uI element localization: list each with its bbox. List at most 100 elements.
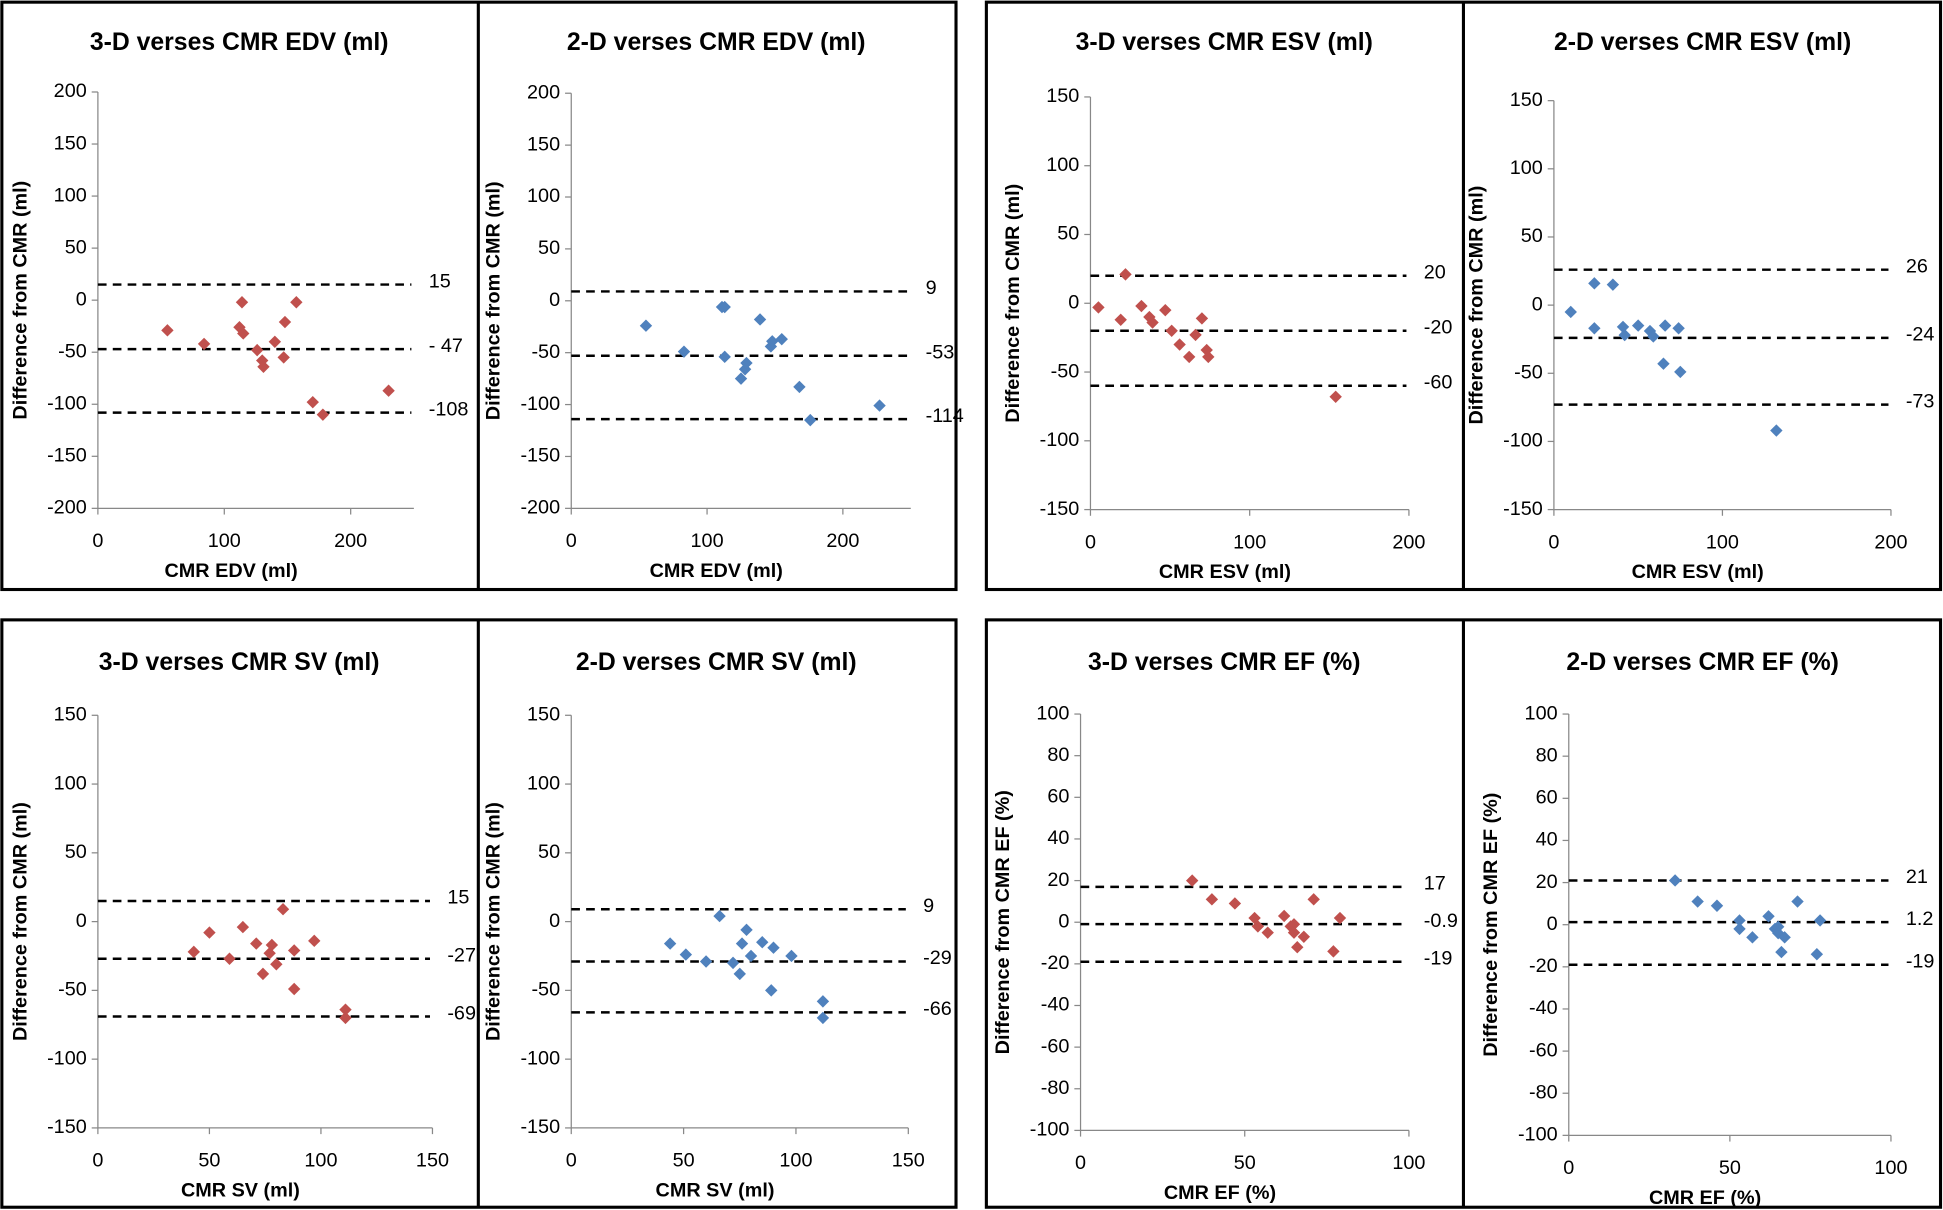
y-tick-label: 40 xyxy=(1536,829,1558,851)
point xyxy=(1189,328,1202,342)
point xyxy=(1658,319,1672,332)
y-tick-label: 0 xyxy=(1547,913,1558,935)
point xyxy=(1182,350,1196,364)
x-tick-label: 0 xyxy=(1563,1157,1574,1179)
chart-title: 2-D verses CMR SV (ml) xyxy=(576,649,857,676)
point xyxy=(277,351,290,364)
x-tick-label: 0 xyxy=(92,1150,103,1172)
y-tick-label: 40 xyxy=(1047,827,1069,849)
point xyxy=(1287,918,1301,931)
point xyxy=(1261,926,1274,939)
y-tick-label: -150 xyxy=(520,445,560,467)
point xyxy=(256,967,270,981)
chart-title: 2-D verses CMR EDV (ml) xyxy=(567,29,866,56)
point xyxy=(1588,277,1601,290)
point xyxy=(1159,303,1172,317)
limit-label: 9 xyxy=(926,277,937,299)
x-tick-label: 0 xyxy=(1548,531,1559,553)
y-tick-label: 150 xyxy=(1046,85,1079,107)
point xyxy=(699,955,713,968)
y-tick-label: -100 xyxy=(520,393,560,415)
point xyxy=(223,952,236,965)
point xyxy=(713,909,726,923)
y-tick-label: -50 xyxy=(1514,362,1543,384)
point xyxy=(677,345,691,358)
point xyxy=(718,350,731,364)
y-tick-label: -200 xyxy=(47,497,87,519)
y-tick-label: 0 xyxy=(1068,291,1079,313)
x-tick-label: 200 xyxy=(1392,531,1425,553)
point xyxy=(250,937,263,950)
point xyxy=(287,944,301,957)
point xyxy=(1657,357,1670,370)
y-tick-label: 50 xyxy=(1057,223,1079,245)
point xyxy=(197,337,211,351)
y-tick-label: 150 xyxy=(1510,89,1543,111)
y-tick-label: -80 xyxy=(1529,1081,1558,1103)
point xyxy=(718,300,731,314)
y-tick-label: 150 xyxy=(527,133,560,155)
point xyxy=(1329,390,1342,403)
y-axis-label: Difference from CMR (ml) xyxy=(9,802,31,1041)
point xyxy=(1092,301,1105,314)
point xyxy=(639,319,653,332)
chart-title: 3-D verses CMR EDV (ml) xyxy=(90,29,389,56)
point xyxy=(873,399,886,412)
y-tick-label: -150 xyxy=(47,1116,87,1138)
y-tick-label: -20 xyxy=(1041,952,1070,974)
point xyxy=(1119,268,1132,281)
point xyxy=(740,356,753,370)
limit-label: -27 xyxy=(447,944,476,966)
x-axis-label: CMR EDV (ml) xyxy=(650,560,783,582)
point xyxy=(270,958,283,971)
point xyxy=(1202,350,1215,364)
point xyxy=(679,948,693,961)
x-tick-label: 150 xyxy=(416,1150,449,1172)
x-tick-label: 0 xyxy=(566,1150,577,1172)
x-axis-label: CMR ESV (ml) xyxy=(1159,561,1291,583)
y-tick-label: -200 xyxy=(520,497,560,519)
limit-label: -0.9 xyxy=(1424,910,1458,932)
y-tick-label: -100 xyxy=(47,392,87,414)
y-tick-label: 0 xyxy=(76,288,87,310)
y-tick-label: 50 xyxy=(538,237,560,259)
limit-label: -19 xyxy=(1906,950,1935,972)
x-tick-label: 100 xyxy=(1392,1152,1425,1174)
point xyxy=(734,372,748,385)
point xyxy=(265,938,279,952)
y-axis-label: Difference from CMR EF (%) xyxy=(1480,793,1502,1057)
point xyxy=(1631,319,1645,332)
point xyxy=(187,945,201,959)
x-axis-label: CMR EDV (ml) xyxy=(165,560,298,582)
point xyxy=(276,903,290,916)
point xyxy=(753,313,767,326)
y-tick-label: -100 xyxy=(1518,1124,1558,1146)
point xyxy=(740,923,753,937)
limit-label: -20 xyxy=(1424,317,1453,339)
x-tick-label: 100 xyxy=(779,1150,812,1172)
y-tick-label: 150 xyxy=(527,704,560,726)
point xyxy=(1775,945,1788,959)
point xyxy=(235,296,249,309)
x-tick-label: 0 xyxy=(566,530,577,552)
y-axis-label: Difference from CMR (ml) xyxy=(483,181,505,420)
limit-label: 17 xyxy=(1424,873,1446,895)
y-tick-label: -50 xyxy=(58,979,87,1001)
y-tick-label: -100 xyxy=(47,1047,87,1069)
point xyxy=(382,384,395,397)
y-tick-label: 80 xyxy=(1047,744,1069,766)
point xyxy=(257,360,270,373)
y-tick-label: 60 xyxy=(1536,787,1558,809)
limit-label: -60 xyxy=(1424,372,1453,394)
y-tick-label: -40 xyxy=(1041,994,1070,1016)
x-tick-label: 0 xyxy=(1085,531,1096,553)
point xyxy=(1770,424,1783,437)
point xyxy=(1618,328,1631,342)
point xyxy=(1173,338,1186,351)
y-tick-label: 100 xyxy=(527,185,560,207)
y-tick-label: -20 xyxy=(1529,955,1558,977)
limit-label: -69 xyxy=(447,1002,476,1024)
y-tick-label: -150 xyxy=(520,1116,560,1138)
point xyxy=(1564,305,1577,319)
point xyxy=(726,956,740,970)
